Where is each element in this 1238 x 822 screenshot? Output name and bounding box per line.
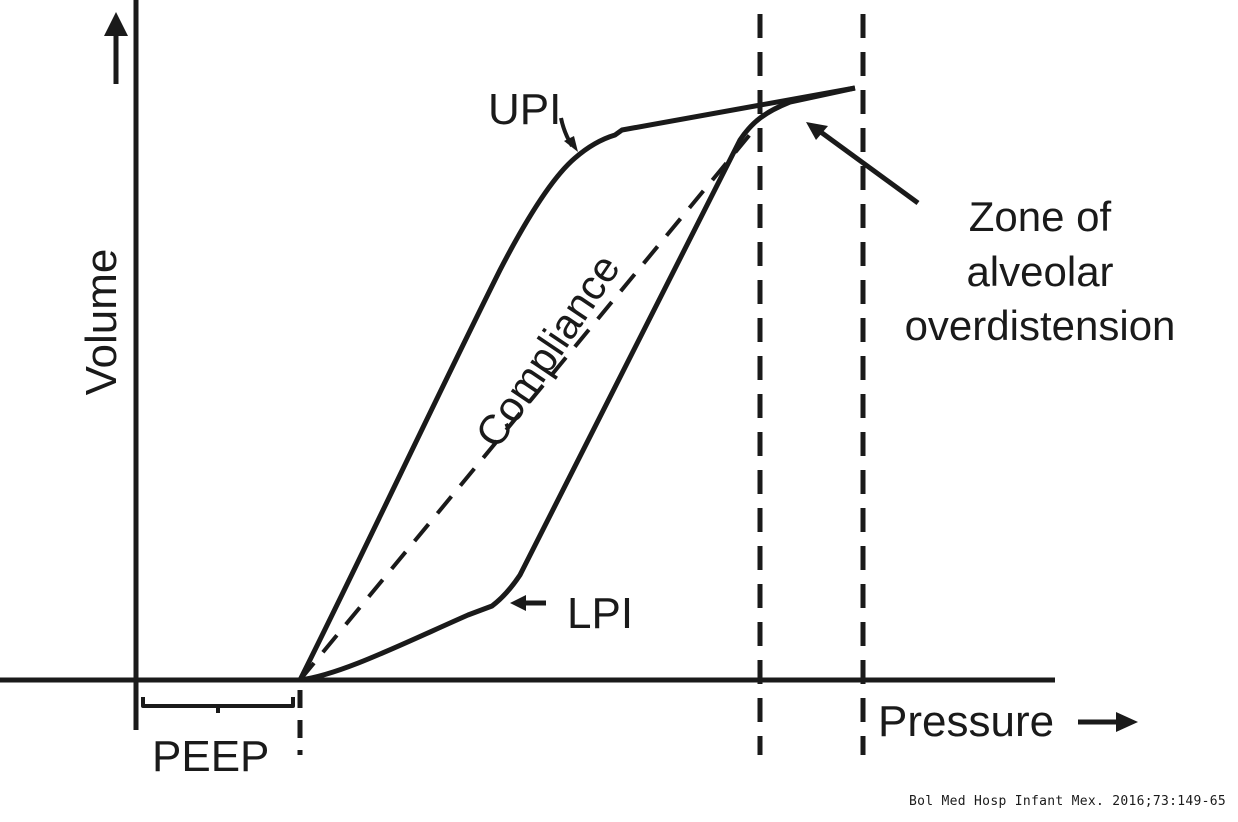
upi-arrowhead-icon	[564, 136, 578, 152]
volume-arrowhead-icon	[104, 12, 128, 36]
y-axis-label: Volume	[77, 248, 126, 396]
citation: Bol Med Hosp Infant Mex. 2016;73:149-65	[909, 794, 1226, 809]
zone-label-line-3: overdistension	[904, 302, 1176, 350]
peep-bracket	[141, 697, 295, 713]
x-axis-label: Pressure	[878, 697, 1055, 746]
zone-pointer-arrow	[816, 127, 920, 206]
lpi-arrowhead-icon	[510, 595, 526, 611]
compliance-line	[298, 130, 754, 682]
zone-label-line-1: Zone of	[968, 193, 1112, 240]
upi-label: UPI	[488, 85, 562, 134]
lpi-label: LPI	[567, 589, 634, 638]
overdistension-zone-label: Zone of alveolar overdistension	[880, 190, 1200, 354]
inspiratory-limb-curve	[299, 85, 856, 683]
pressure-arrowhead-icon	[1116, 712, 1138, 732]
zone-arrowhead-icon	[806, 122, 828, 140]
peep-label: PEEP	[152, 732, 270, 781]
expiratory-limb-curve	[297, 85, 856, 682]
zone-label-line-2: alveolar	[966, 247, 1114, 295]
